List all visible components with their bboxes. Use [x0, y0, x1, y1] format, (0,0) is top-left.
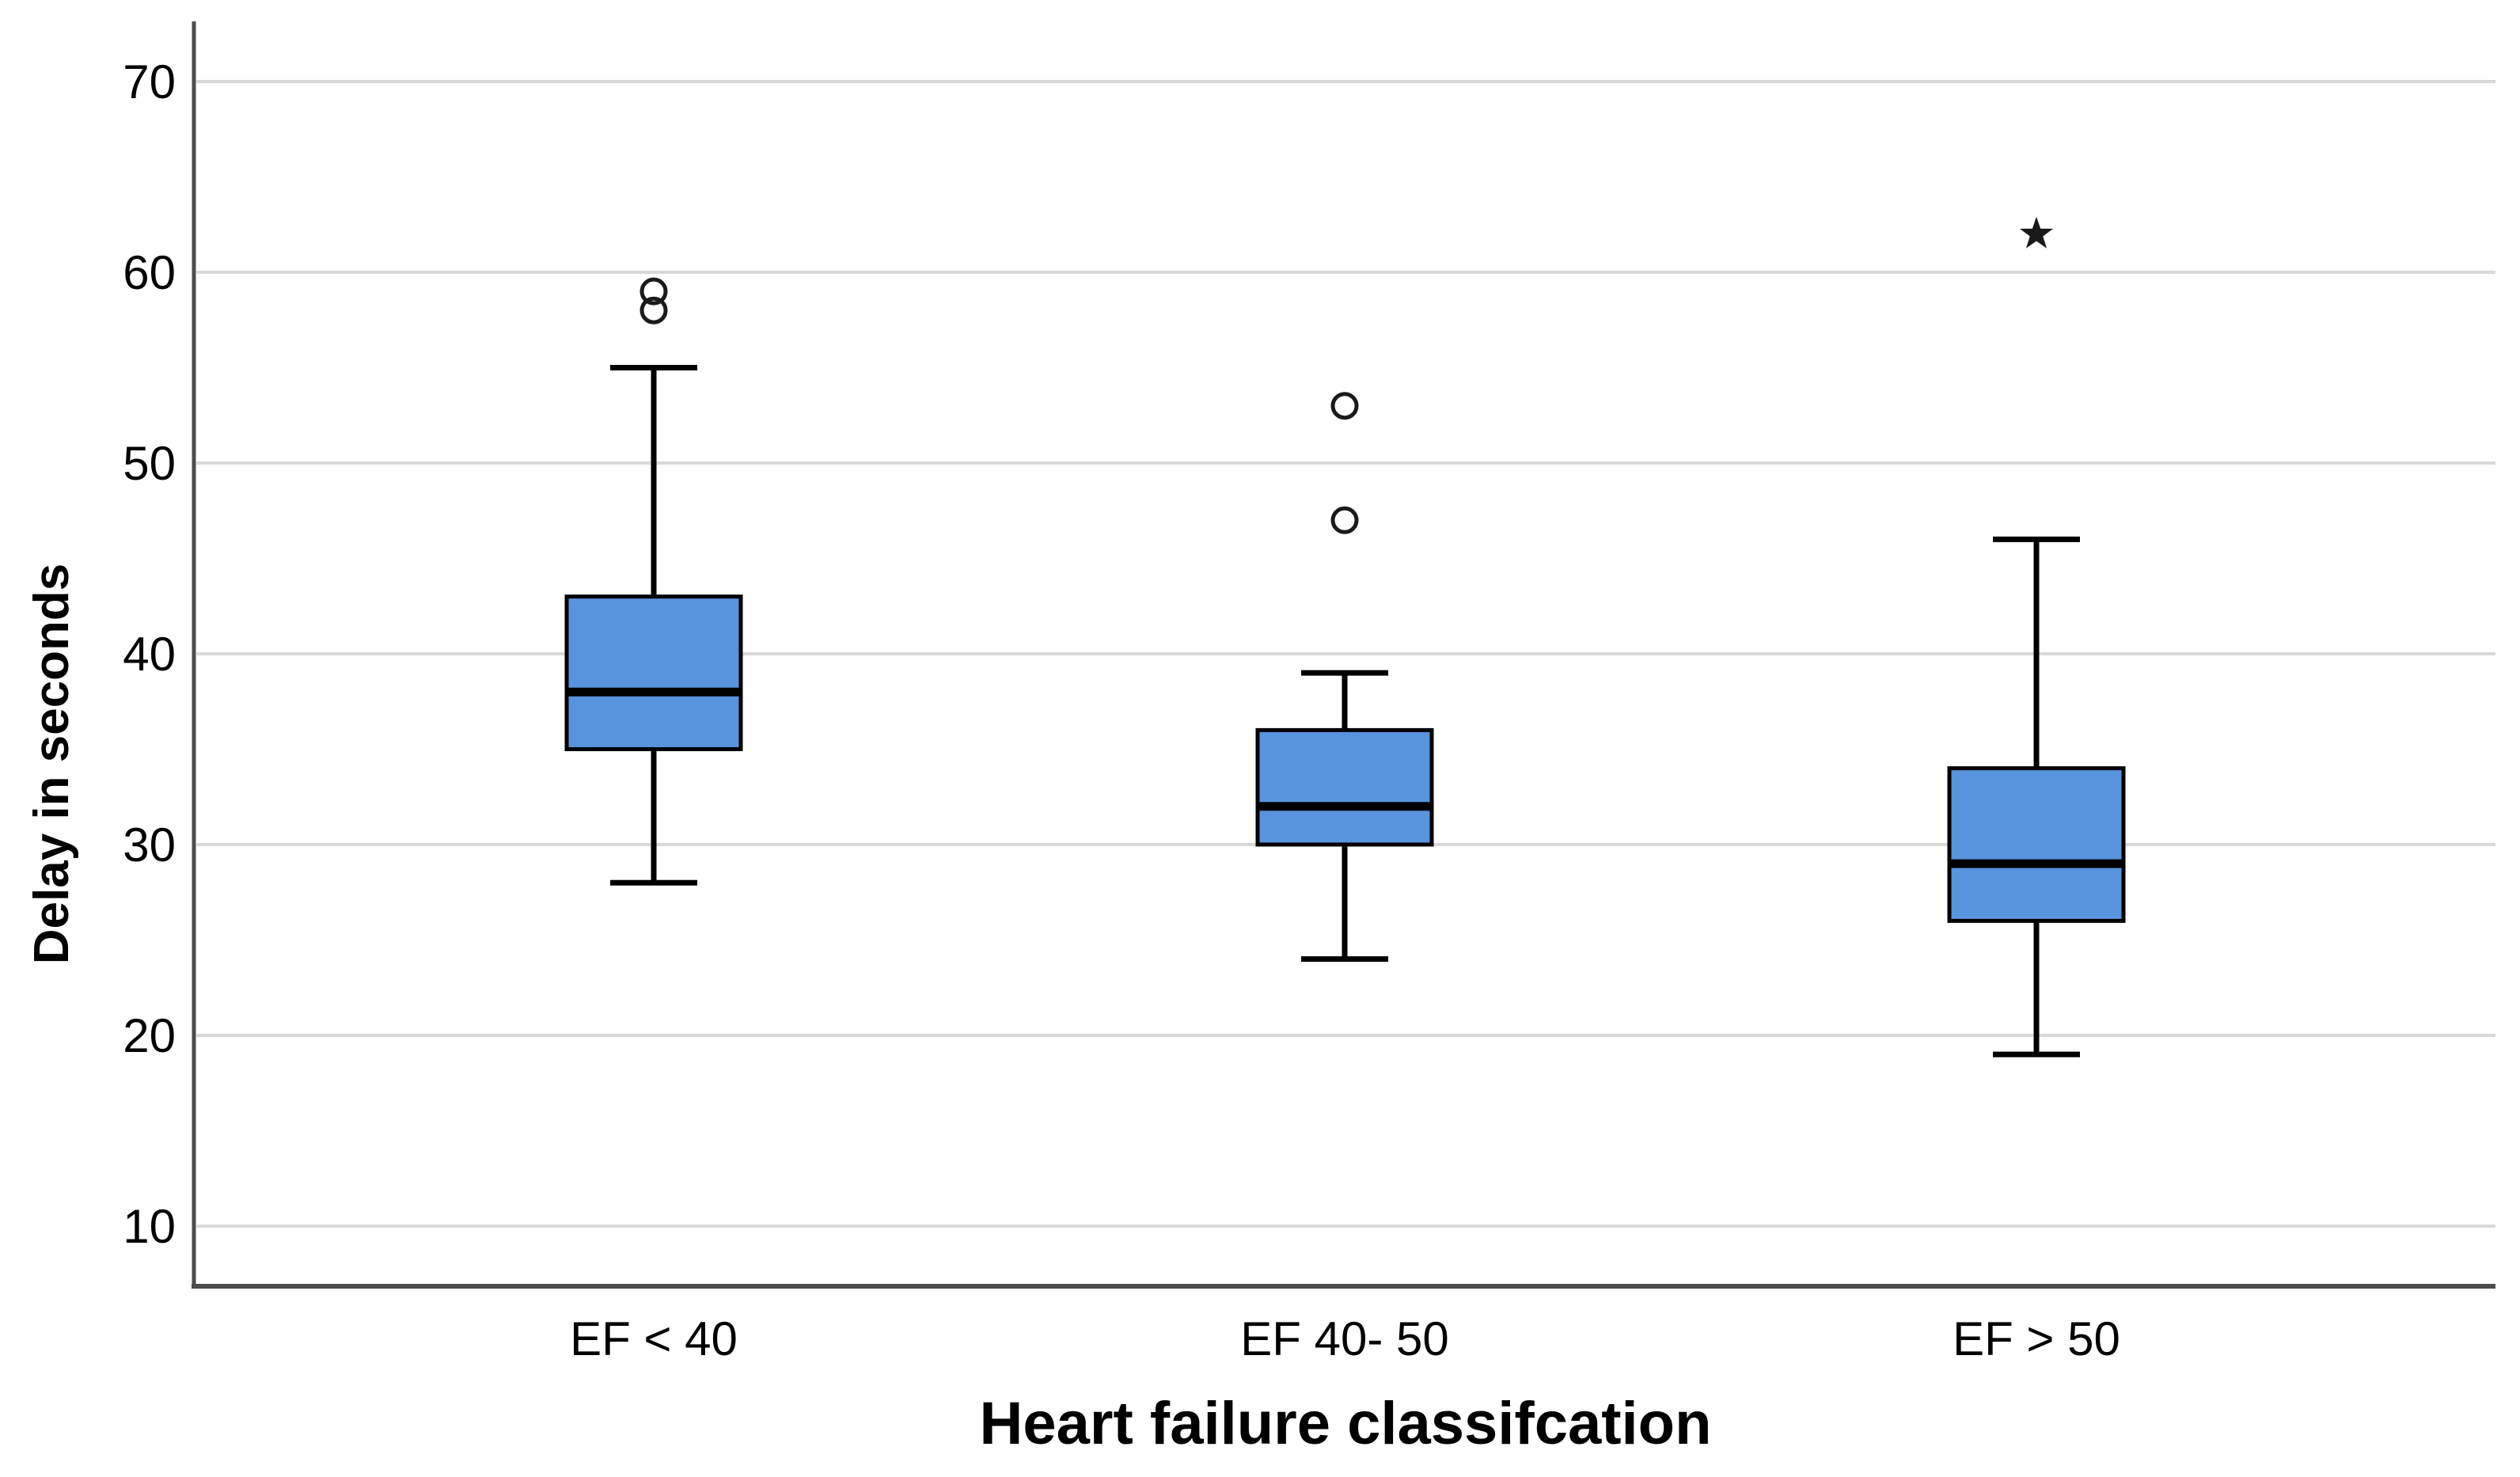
- y-tick-label-60: 60: [123, 246, 176, 299]
- boxplot-ef-40: [564, 277, 743, 886]
- y-tick-label-50: 50: [123, 437, 176, 490]
- outlier-circle-58: [639, 296, 668, 325]
- iqr-box: [1255, 727, 1434, 847]
- x-tick-label-1: EF < 40: [570, 1312, 738, 1365]
- x-tick-label-3: EF > 50: [1953, 1312, 2120, 1365]
- y-tick-labels-group: 10 20 30 40 50 60 70: [123, 55, 176, 1253]
- y-tick-label-30: 30: [123, 818, 176, 871]
- boxplot-ef-50: [1947, 216, 2126, 1057]
- iqr-box: [1947, 766, 2126, 923]
- x-tick-labels-group: EF < 40 EF 40- 50 EF > 50: [570, 1312, 2120, 1365]
- y-tick-label-20: 20: [123, 1009, 176, 1062]
- extreme-outlier-star-62: [2019, 216, 2054, 249]
- y-tick-label-40: 40: [123, 628, 176, 681]
- y-tick-label-70: 70: [123, 55, 176, 108]
- boxplot-ef-40-50: [1255, 392, 1434, 963]
- axes-group: [192, 21, 2495, 1289]
- iqr-box: [564, 594, 743, 752]
- outlier-circle-53: [1330, 392, 1359, 420]
- x-tick-label-2: EF 40- 50: [1240, 1312, 1448, 1365]
- gridlines-group: [196, 80, 2495, 1228]
- x-axis-title: Heart failure classifcation: [979, 1390, 1711, 1457]
- y-tick-label-10: 10: [123, 1200, 176, 1253]
- outlier-circle-47: [1330, 506, 1359, 534]
- y-axis-title: Delay in seconds: [25, 564, 79, 965]
- outlier-circle-59: [639, 277, 668, 306]
- boxes-group: [564, 216, 2126, 1057]
